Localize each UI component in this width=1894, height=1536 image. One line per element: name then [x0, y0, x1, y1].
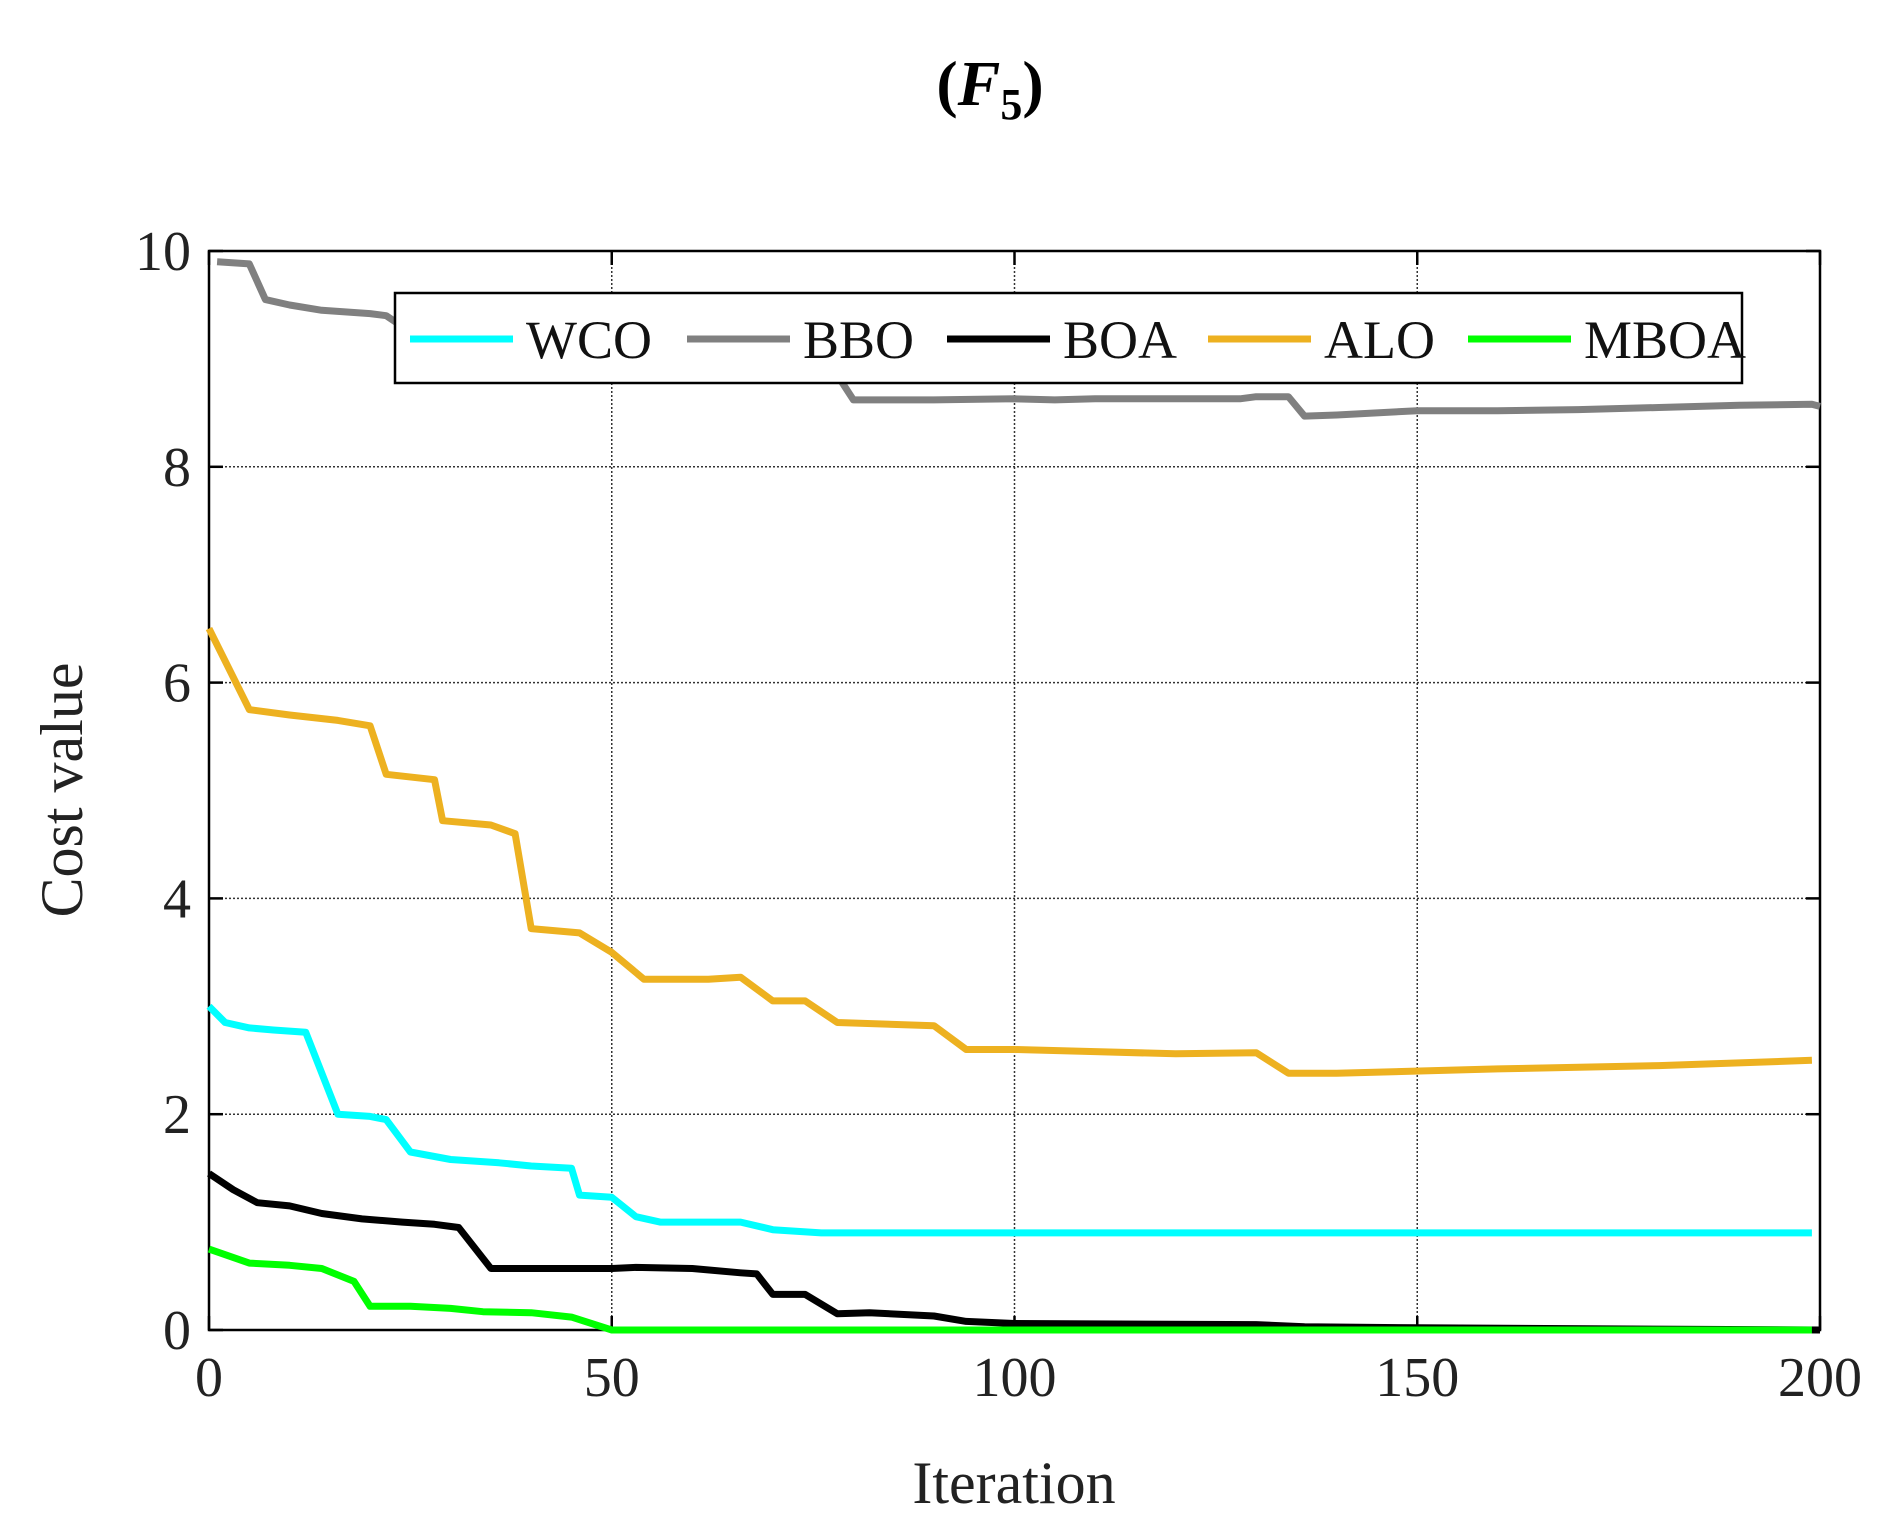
legend: WCO BBO BOA ALO MBOA [393, 291, 1746, 385]
series-line-wco [206, 1003, 1812, 1237]
x-axis-label: Iteration [912, 1450, 1115, 1516]
plot-area [207, 249, 1822, 1332]
y-axis-label: Cost value [29, 663, 95, 918]
title-subscript: 5 [1000, 80, 1022, 129]
y-tick-label: 6 [163, 653, 191, 715]
y-tick-label: 4 [163, 868, 191, 930]
y-tick-label: 2 [163, 1084, 191, 1146]
y-tick-label: 10 [135, 221, 191, 283]
y-tick-label: 8 [163, 437, 191, 499]
y-tick-label: 0 [163, 1300, 191, 1362]
series-line-boa [207, 1170, 1821, 1334]
title-open-paren: ( [936, 48, 957, 119]
x-tick-label: 200 [1778, 1347, 1862, 1409]
series-lines [205, 258, 1821, 1334]
x-tick-label: 150 [1375, 1347, 1459, 1409]
title-close-paren: ) [1022, 48, 1043, 119]
legend-label-alo: ALO [1324, 310, 1435, 370]
x-tick-label: 50 [584, 1347, 640, 1409]
series-line-bbo [216, 258, 1821, 420]
title-function-letter: F [957, 48, 1001, 119]
x-tick-label: 100 [973, 1347, 1057, 1409]
legend-label-mboa: MBOA [1584, 310, 1746, 370]
x-tick-label: 0 [195, 1347, 223, 1409]
legend-label-bbo: BBO [803, 310, 914, 370]
legend-label-boa: BOA [1063, 310, 1177, 370]
legend-label-wco: WCO [526, 310, 652, 370]
grid-lines [209, 251, 1820, 1330]
series-line-mboa [207, 1245, 1812, 1334]
chart-title: (F5) [936, 48, 1043, 129]
axis-ticks: 0 50 100 150 200 0 2 4 6 8 10 [135, 221, 1862, 1409]
series-line-alo [205, 627, 1813, 1077]
